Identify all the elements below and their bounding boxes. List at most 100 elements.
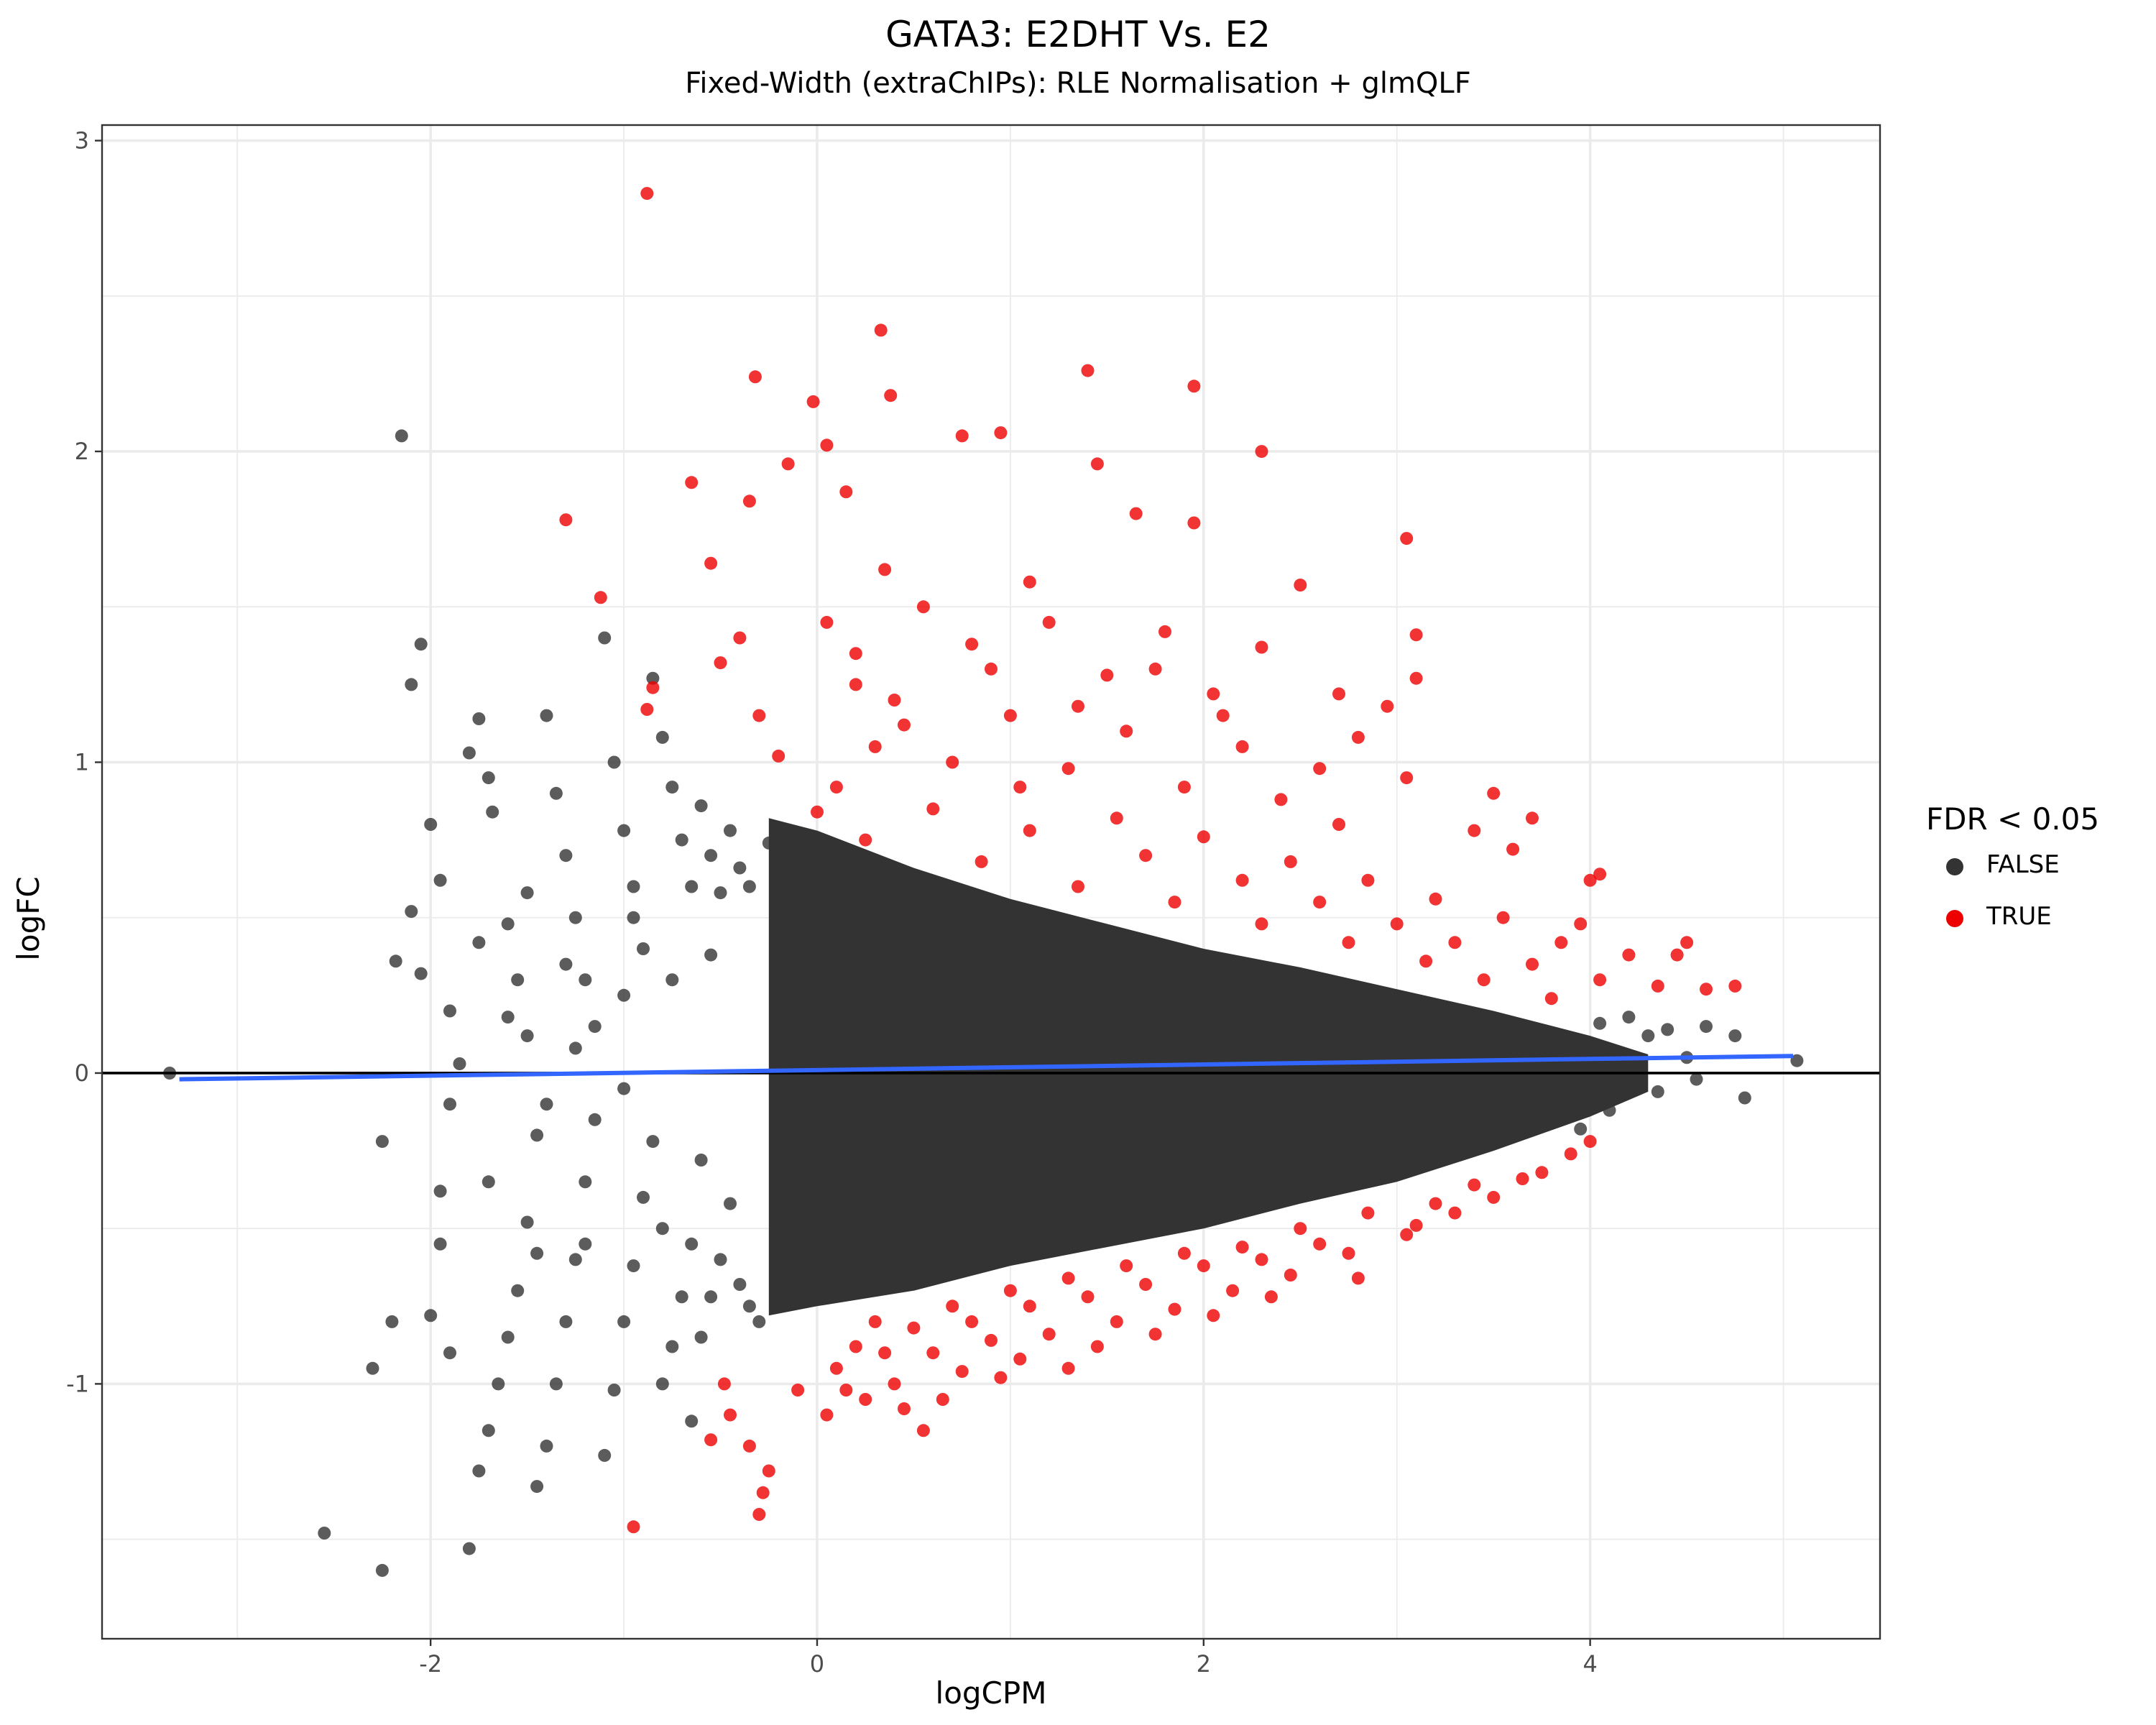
point-true: [985, 1333, 998, 1347]
point-false: [568, 1253, 582, 1266]
point-true: [1593, 868, 1607, 881]
point-false: [1661, 1023, 1674, 1036]
legend-item-false: FALSE: [1926, 841, 2142, 893]
point-false: [1631, 1060, 1645, 1074]
point-true: [1274, 793, 1288, 806]
point-true: [1226, 1284, 1240, 1297]
point-false: [1728, 1029, 1742, 1043]
point-false: [742, 1300, 756, 1313]
point-true: [985, 662, 998, 676]
point-false: [501, 1011, 515, 1024]
point-true: [1120, 724, 1133, 738]
point-false: [414, 967, 428, 980]
point-true: [888, 694, 901, 707]
point-true: [1139, 849, 1153, 862]
point-true: [1526, 811, 1539, 825]
point-false: [588, 1113, 602, 1126]
point-true: [1448, 936, 1462, 949]
point-false: [637, 942, 650, 955]
point-true: [1061, 1271, 1075, 1285]
point-true: [1544, 992, 1558, 1006]
point-true: [1235, 740, 1249, 753]
point-false: [453, 1057, 466, 1070]
point-true: [1168, 896, 1181, 909]
point-true: [1023, 824, 1036, 837]
axes: -2 0 2 4 -1 0 1 2 3: [66, 127, 1598, 1678]
x-tick-label: 2: [1197, 1650, 1211, 1678]
point-false: [714, 1253, 727, 1266]
point-true: [646, 681, 660, 694]
point-false: [665, 973, 679, 987]
point-true: [884, 389, 898, 402]
point-true: [627, 1520, 640, 1534]
point-false: [568, 1041, 582, 1055]
x-tick-label: -2: [419, 1650, 442, 1678]
point-true: [1390, 917, 1404, 931]
y-axis-label: logFC: [11, 876, 46, 961]
point-true: [1177, 1246, 1191, 1260]
point-false: [665, 781, 679, 794]
point-false: [318, 1527, 331, 1540]
point-false: [675, 1290, 688, 1304]
point-false: [520, 886, 534, 900]
point-false: [1651, 1085, 1664, 1098]
point-false: [540, 1439, 553, 1453]
point-false: [1641, 1029, 1655, 1043]
point-true: [1583, 873, 1597, 887]
x-tick-label: 4: [1583, 1650, 1597, 1678]
point-true: [965, 638, 979, 651]
legend-key-true: [1946, 910, 1963, 927]
point-true: [1448, 1206, 1462, 1220]
point-true: [594, 591, 607, 604]
point-true: [878, 563, 892, 576]
point-true: [1564, 1147, 1577, 1161]
point-true: [704, 556, 718, 570]
point-true: [772, 749, 786, 763]
point-true: [1284, 855, 1297, 868]
point-false: [617, 1082, 631, 1095]
point-true: [685, 476, 699, 489]
y-tick-label: 0: [75, 1059, 89, 1087]
point-true: [1081, 1290, 1095, 1304]
point-true: [1670, 948, 1684, 962]
point-true: [1255, 445, 1268, 459]
point-true: [1332, 818, 1345, 831]
chart-title: GATA3: E2DHT Vs. E2: [885, 14, 1271, 55]
point-true: [888, 1377, 901, 1391]
point-false: [627, 880, 640, 893]
point-true: [820, 438, 834, 452]
point-true: [1284, 1269, 1297, 1282]
point-true: [1255, 640, 1268, 654]
point-true: [1235, 873, 1249, 887]
point-true: [829, 1361, 843, 1375]
point-false: [433, 1237, 447, 1251]
point-true: [1728, 979, 1742, 993]
y-tick-label: 3: [75, 127, 89, 155]
point-false: [424, 1309, 438, 1322]
point-false: [1738, 1091, 1751, 1105]
point-true: [1072, 880, 1084, 893]
point-false: [1574, 1122, 1588, 1136]
point-true: [1081, 364, 1095, 377]
point-true: [640, 703, 654, 716]
point-false: [607, 755, 621, 769]
point-true: [1409, 1218, 1423, 1232]
point-true: [1177, 781, 1191, 794]
point-true: [1264, 1290, 1278, 1304]
point-true: [1468, 1178, 1481, 1192]
point-false: [694, 799, 708, 813]
point-false: [405, 905, 418, 919]
point-false: [724, 824, 737, 837]
point-true: [806, 395, 820, 408]
point-true: [936, 1393, 949, 1406]
point-false: [443, 1346, 456, 1360]
point-false: [559, 1315, 573, 1328]
point-false: [655, 1377, 669, 1391]
point-false: [733, 861, 747, 875]
point-true: [1516, 1172, 1529, 1185]
point-true: [1187, 516, 1201, 530]
point-true: [791, 1384, 805, 1397]
point-false: [617, 988, 631, 1002]
point-false: [1613, 1082, 1626, 1095]
point-true: [1400, 1228, 1414, 1241]
